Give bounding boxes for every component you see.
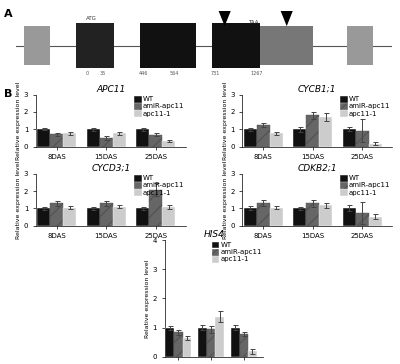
Bar <box>343 208 356 226</box>
Bar <box>50 134 63 147</box>
Text: 1267: 1267 <box>250 71 263 76</box>
Bar <box>270 207 282 226</box>
Text: 731: 731 <box>210 71 220 76</box>
Bar <box>87 129 100 147</box>
Bar <box>215 317 224 357</box>
Title: APC11: APC11 <box>96 85 126 94</box>
Bar <box>140 23 196 68</box>
Bar <box>257 203 270 226</box>
Bar <box>136 129 149 147</box>
Legend: WT, amiR-apc11, apc11-1: WT, amiR-apc11, apc11-1 <box>133 95 185 117</box>
Bar <box>63 207 76 226</box>
Title: HIS4: HIS4 <box>204 230 224 240</box>
Bar <box>260 27 313 64</box>
Bar <box>257 125 270 147</box>
Bar <box>100 203 113 226</box>
Bar <box>63 133 76 147</box>
Y-axis label: Relative expression level: Relative expression level <box>145 259 150 338</box>
Bar <box>270 133 282 147</box>
Bar <box>113 207 126 226</box>
Bar <box>244 208 257 226</box>
Bar <box>343 129 356 147</box>
Y-axis label: Relative expression level: Relative expression level <box>16 161 21 239</box>
Bar <box>37 129 50 147</box>
Bar <box>369 143 382 147</box>
Bar <box>166 328 174 357</box>
Bar <box>356 131 369 147</box>
Text: ATG: ATG <box>86 16 97 21</box>
Bar <box>212 23 260 68</box>
Legend: WT, amiR-apc11, apc11-1: WT, amiR-apc11, apc11-1 <box>339 95 391 117</box>
Bar <box>248 352 257 357</box>
Bar <box>293 129 306 147</box>
Title: CYCB1;1: CYCB1;1 <box>298 85 336 94</box>
Bar <box>231 328 240 357</box>
Bar <box>24 27 50 64</box>
Polygon shape <box>277 3 296 26</box>
Bar <box>100 138 113 147</box>
Y-axis label: Relative expression level: Relative expression level <box>222 161 228 239</box>
Text: 35: 35 <box>99 71 106 76</box>
Text: 446: 446 <box>139 71 148 76</box>
Legend: WT, amiR-apc11, apc11-1: WT, amiR-apc11, apc11-1 <box>339 174 391 196</box>
Title: CYCD3;1: CYCD3;1 <box>91 164 130 173</box>
Bar <box>149 135 162 147</box>
Bar <box>198 328 207 357</box>
Bar <box>76 23 114 68</box>
Legend: WT, amiR-apc11, apc11-1: WT, amiR-apc11, apc11-1 <box>211 241 263 263</box>
Bar <box>113 133 126 147</box>
Text: 564: 564 <box>169 71 179 76</box>
Bar <box>244 129 257 147</box>
Y-axis label: Relative expression level: Relative expression level <box>16 82 21 160</box>
Bar <box>347 27 373 64</box>
Bar <box>319 205 332 226</box>
Y-axis label: Relative expression level: Relative expression level <box>222 82 228 160</box>
Bar <box>369 217 382 226</box>
Text: TAA: TAA <box>248 20 258 25</box>
Bar <box>37 208 50 226</box>
Bar <box>50 203 63 226</box>
Bar <box>356 213 369 226</box>
Bar <box>182 339 191 357</box>
Bar <box>87 208 100 226</box>
Text: A: A <box>4 9 13 19</box>
Bar <box>162 141 175 147</box>
Bar <box>319 117 332 147</box>
Legend: WT, amiR-apc11, apc11-1: WT, amiR-apc11, apc11-1 <box>133 174 185 196</box>
Bar <box>306 203 319 226</box>
Text: B: B <box>4 89 12 99</box>
Title: CDKB2;1: CDKB2;1 <box>297 164 337 173</box>
Bar <box>240 334 248 357</box>
Bar <box>149 190 162 226</box>
Bar <box>162 207 175 226</box>
Bar <box>136 208 149 226</box>
Bar <box>293 208 306 226</box>
Bar <box>207 329 215 357</box>
Bar <box>306 115 319 147</box>
Polygon shape <box>215 3 234 26</box>
Text: 0: 0 <box>86 71 89 76</box>
Bar <box>174 332 182 357</box>
